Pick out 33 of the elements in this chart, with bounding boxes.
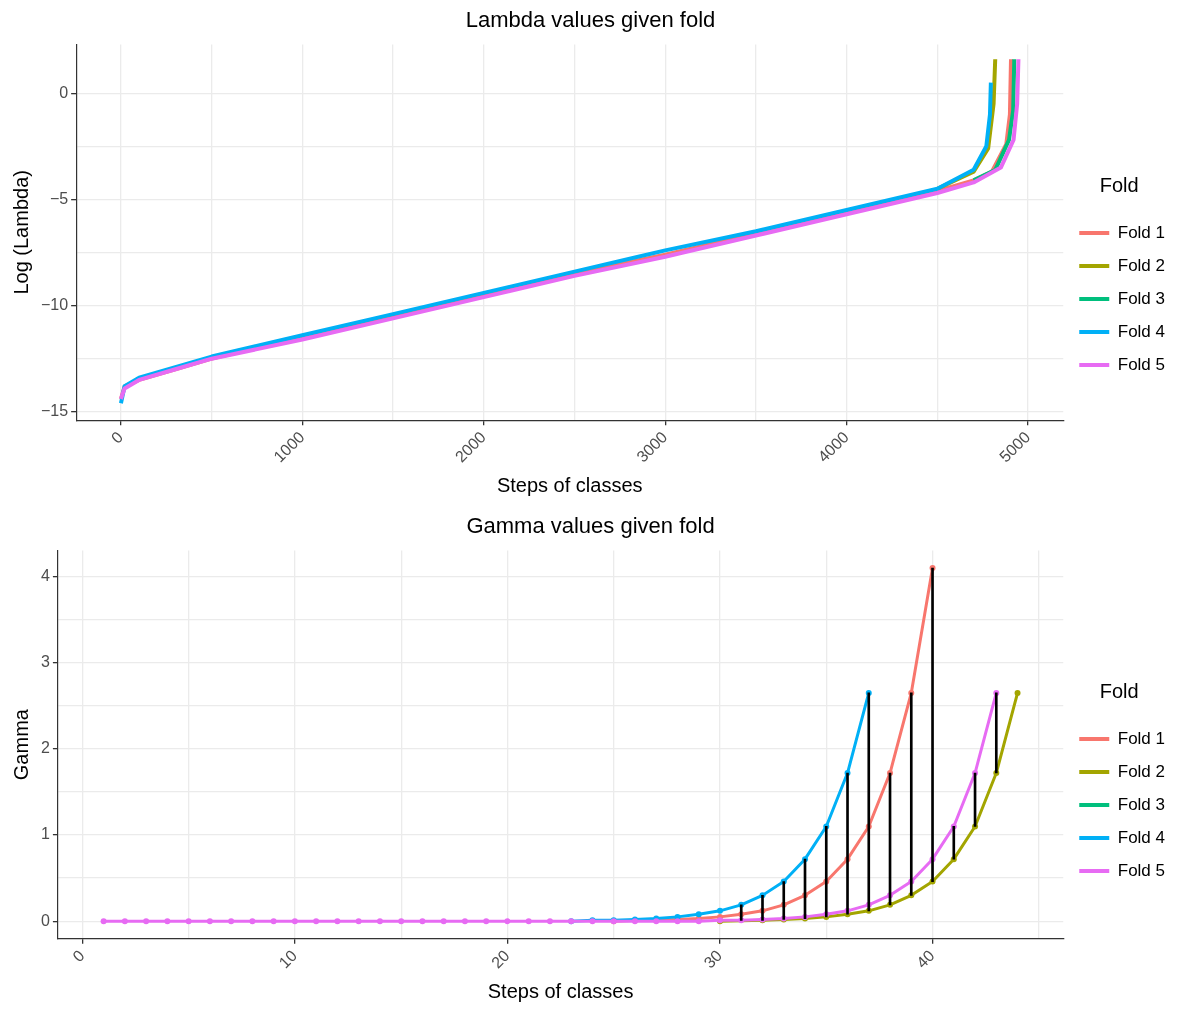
y-tick-label: 1 bbox=[40, 825, 50, 843]
y-tick-label: 2 bbox=[40, 739, 50, 757]
legend-label: Fold 1 bbox=[1117, 728, 1165, 748]
y-tick-label: −5 bbox=[49, 189, 69, 207]
legend-label: Fold 5 bbox=[1117, 860, 1165, 880]
x-tick-label: 30 bbox=[700, 946, 726, 972]
legend-title: Fold bbox=[1099, 680, 1139, 703]
legend-label: Fold 3 bbox=[1117, 794, 1165, 814]
chart-title: Gamma values given fold bbox=[466, 513, 715, 539]
x-tick-label: 10 bbox=[275, 946, 301, 972]
y-axis-title: Log (Lambda) bbox=[9, 170, 32, 295]
legend-label: Fold 3 bbox=[1117, 288, 1165, 308]
legend-label: Fold 2 bbox=[1117, 255, 1165, 275]
x-axis-title: Steps of classes bbox=[487, 979, 634, 1002]
x-tick-label: 0 bbox=[69, 946, 88, 966]
y-tick-label: 0 bbox=[59, 83, 69, 101]
legend-label: Fold 4 bbox=[1117, 827, 1165, 847]
x-tick-label: 0 bbox=[107, 428, 127, 447]
x-tick-label: 20 bbox=[488, 946, 513, 972]
legend-label: Fold 1 bbox=[1117, 222, 1165, 242]
legend-label: Fold 2 bbox=[1117, 761, 1165, 781]
y-tick-label: 3 bbox=[40, 653, 50, 671]
legend-title: Fold bbox=[1099, 174, 1139, 197]
x-tick-label: 40 bbox=[913, 946, 938, 972]
x-axis-title: Steps of classes bbox=[496, 473, 643, 496]
y-axis-title: Gamma bbox=[9, 708, 32, 781]
chart-title: Lambda values given fold bbox=[465, 7, 716, 33]
y-tick-label: 0 bbox=[40, 911, 50, 929]
y-tick-label: −10 bbox=[41, 295, 69, 313]
y-tick-label: −15 bbox=[41, 402, 69, 420]
legend-label: Fold 4 bbox=[1117, 321, 1165, 341]
y-tick-label: 4 bbox=[40, 567, 50, 585]
legend-label: Fold 5 bbox=[1117, 354, 1165, 374]
